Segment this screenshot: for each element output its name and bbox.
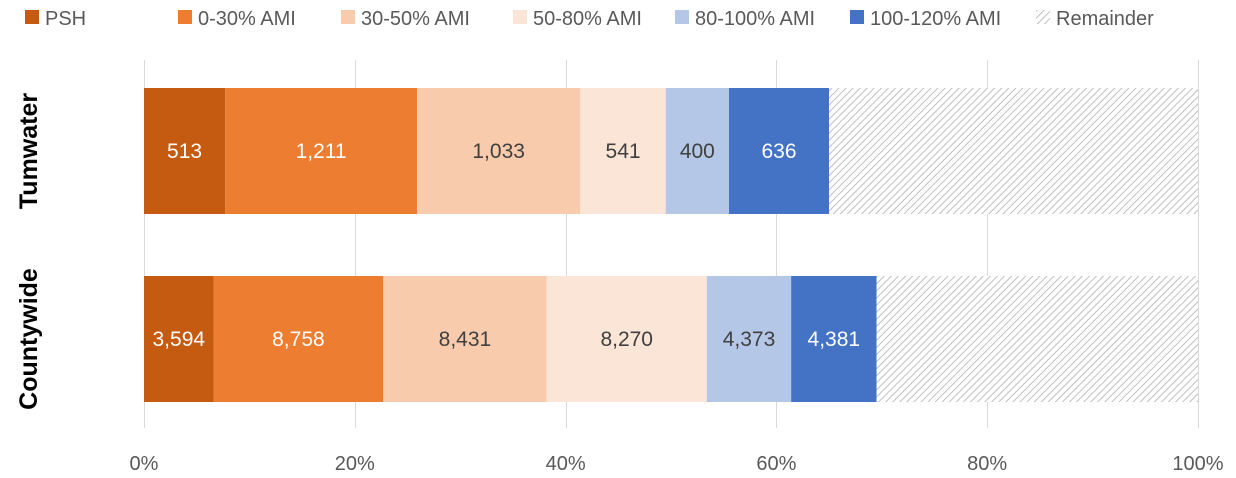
legend-label: 50-80% AMI bbox=[533, 8, 642, 30]
bars: 513 1,211 1,033 541 400 636 3,594 8,758 8,431 8,2… bbox=[144, 88, 1198, 402]
x-tick-label: 20% bbox=[335, 453, 375, 475]
x-tick-label: 0% bbox=[130, 453, 159, 475]
bar-segment bbox=[829, 88, 1198, 214]
legend-swatch bbox=[25, 10, 39, 24]
data-label: 541 bbox=[606, 140, 641, 163]
data-label: 513 bbox=[167, 140, 202, 163]
data-label: 4,373 bbox=[723, 328, 776, 351]
bar-segment bbox=[144, 276, 214, 402]
legend-label: 30-50% AMI bbox=[361, 8, 470, 30]
bar-segment bbox=[791, 276, 877, 402]
bar-segment bbox=[225, 88, 417, 214]
bar-segment bbox=[706, 276, 792, 402]
bar-segment bbox=[728, 88, 830, 214]
x-tick-label: 80% bbox=[967, 453, 1007, 475]
bar-segment bbox=[665, 88, 729, 214]
data-label: 4,381 bbox=[808, 328, 861, 351]
legend-swatch bbox=[675, 10, 689, 24]
legend-swatch bbox=[341, 10, 355, 24]
data-label: 8,270 bbox=[600, 328, 653, 351]
legend-label: Remainder bbox=[1056, 8, 1154, 30]
category-label: Countywide bbox=[15, 268, 43, 410]
bar-segment bbox=[144, 88, 226, 214]
data-label: 8,758 bbox=[272, 328, 325, 351]
x-tick-label: 60% bbox=[756, 453, 796, 475]
legend-swatch bbox=[178, 10, 192, 24]
legend-label: 0-30% AMI bbox=[198, 8, 296, 30]
legend-label: 100-120% AMI bbox=[870, 8, 1001, 30]
legend-swatch bbox=[513, 10, 527, 24]
bar-segment bbox=[383, 276, 547, 402]
bar-segment bbox=[876, 276, 1198, 402]
x-axis-ticks: 0% 20% 40% 60% 80% 100% bbox=[130, 453, 1224, 475]
data-label: 3,594 bbox=[153, 328, 206, 351]
bar-segment bbox=[580, 88, 666, 214]
legend-swatch bbox=[850, 10, 864, 24]
data-label: 8,431 bbox=[439, 328, 492, 351]
bar-segment bbox=[416, 88, 581, 214]
legend-label: PSH bbox=[45, 8, 86, 30]
data-label: 1,033 bbox=[472, 140, 525, 163]
x-tick-label: 40% bbox=[546, 453, 586, 475]
x-tick-label: 100% bbox=[1172, 453, 1223, 475]
data-label: 636 bbox=[762, 140, 797, 163]
data-label: 400 bbox=[680, 140, 715, 163]
category-label: Tumwater bbox=[15, 93, 43, 209]
category-labels: Tumwater Countywide bbox=[15, 93, 43, 410]
bar-segment bbox=[213, 276, 384, 402]
legend-label: 80-100% AMI bbox=[695, 8, 815, 30]
data-label: 1,211 bbox=[296, 140, 347, 163]
bar-segment bbox=[546, 276, 707, 402]
legend-swatch bbox=[1036, 10, 1050, 24]
legend: PSH 0-30% AMI 30-50% AMI 50-80% AMI 80-100% … bbox=[25, 8, 1154, 30]
